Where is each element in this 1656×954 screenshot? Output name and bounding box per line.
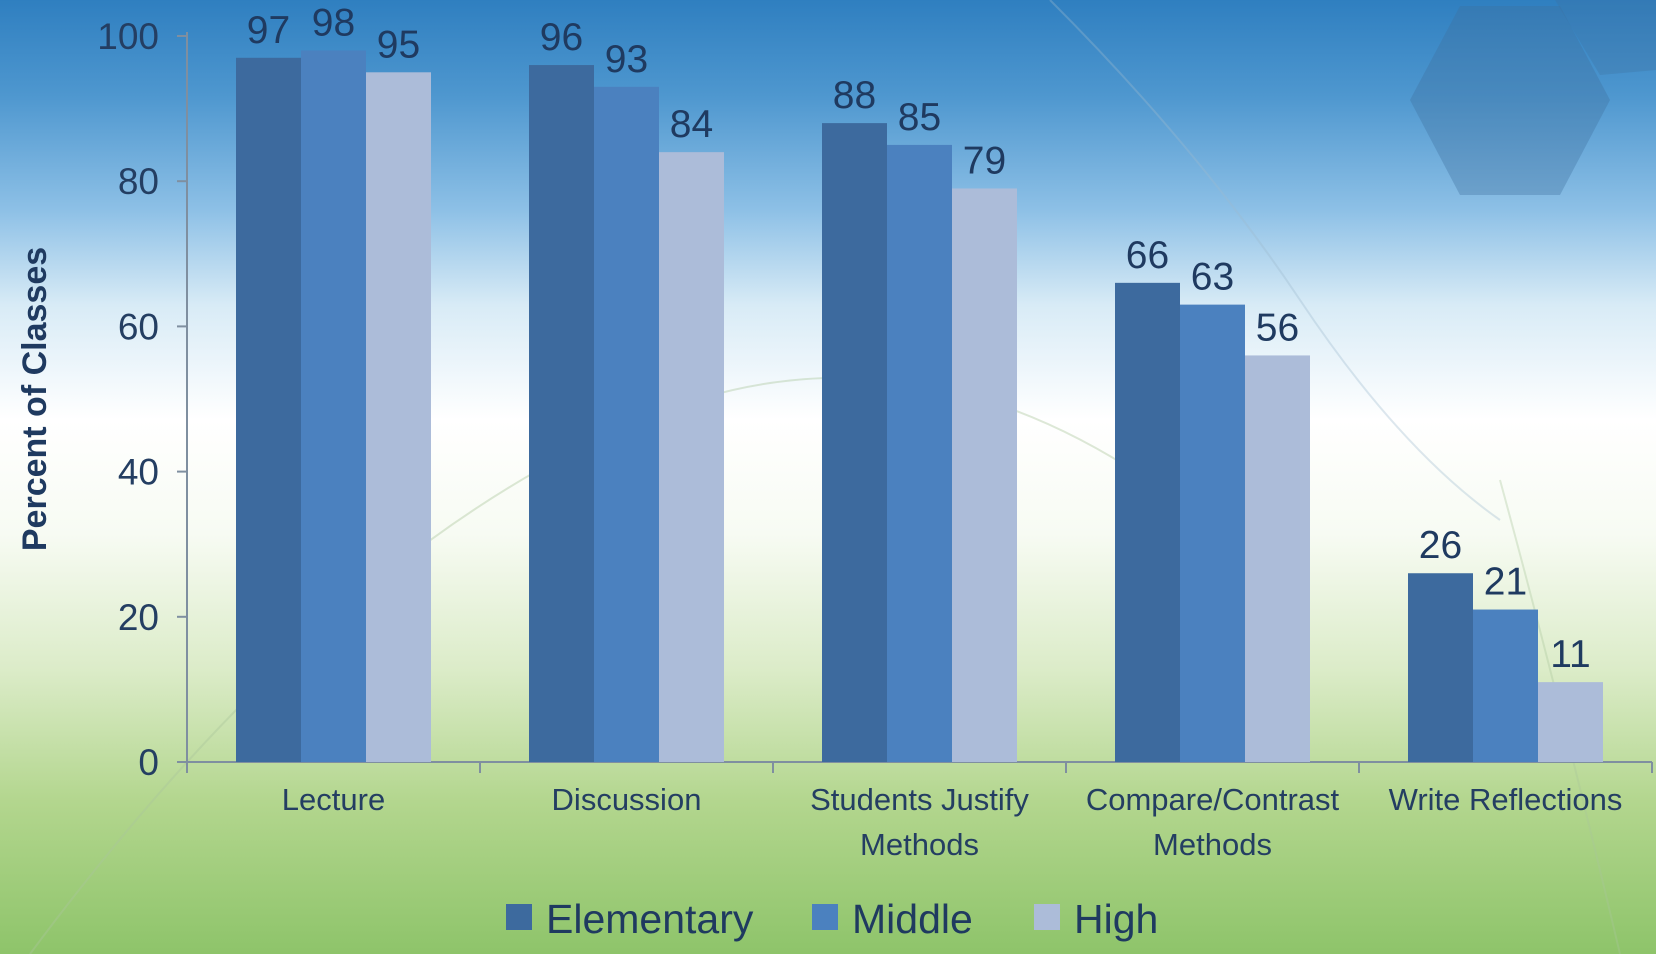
x-tick-label: Discussion (552, 782, 702, 817)
data-label: 84 (670, 103, 713, 146)
x-tick-label: Write Reflections (1389, 782, 1623, 817)
data-labels: 97 98 95 96 93 84 88 85 79 66 63 56 26 21 11 (247, 2, 1591, 677)
bar-middle (301, 50, 366, 762)
legend-swatch (1034, 904, 1060, 930)
data-label: 21 (1484, 561, 1527, 604)
y-axis-title: Percent of Classes (16, 247, 54, 551)
legend: Elementary Middle High (506, 896, 1158, 942)
bar-elementary (529, 65, 594, 763)
x-tick-label-line: Students Justify (810, 782, 1029, 817)
data-label: 96 (540, 16, 583, 59)
x-tick-label-line: Methods (860, 827, 979, 862)
bar-elementary (1408, 573, 1473, 762)
y-tick-label: 100 (97, 16, 159, 57)
x-tick-label-line: Lecture (282, 782, 385, 817)
x-tick-label-line: Compare/Contrast (1086, 782, 1340, 817)
decor-hexagon-edge (1555, 0, 1656, 75)
bars (236, 50, 1603, 763)
data-label: 79 (963, 139, 1006, 182)
data-label: 98 (312, 2, 355, 45)
bar-middle (1473, 609, 1538, 762)
x-tick-label-line: Methods (1153, 827, 1272, 862)
bar-elementary (1115, 282, 1180, 762)
data-label: 56 (1256, 306, 1299, 349)
bar-middle (1180, 304, 1245, 762)
data-label: 95 (377, 23, 420, 66)
bar-high (659, 152, 724, 762)
y-tick-label: 80 (118, 161, 159, 202)
data-label: 97 (247, 9, 290, 52)
data-label: 11 (1550, 633, 1591, 676)
axes: 0 20 40 60 80 100 Lecture Discussion Students Ju… (16, 16, 1653, 862)
bar-elementary (822, 123, 887, 763)
data-label: 88 (833, 74, 876, 117)
x-tick-label-line: Discussion (552, 782, 702, 817)
data-label: 26 (1419, 524, 1462, 567)
decor-hexagon (1410, 6, 1610, 195)
bar-high (366, 72, 431, 763)
bar-middle (594, 86, 659, 762)
bar-elementary (236, 57, 301, 762)
bar-high (1245, 355, 1310, 762)
x-tick-label: Students Justify Methods (810, 782, 1029, 862)
y-tick-label: 0 (138, 742, 159, 783)
data-label: 63 (1191, 256, 1234, 299)
legend-swatch (812, 904, 838, 930)
y-tick-label: 20 (118, 597, 159, 638)
bar-middle (887, 144, 952, 762)
legend-label: High (1074, 896, 1158, 942)
x-tick-label: Lecture (282, 782, 385, 817)
legend-label: Middle (852, 896, 973, 942)
bar-high (1538, 682, 1603, 762)
x-tick-label-line: Write Reflections (1389, 782, 1623, 817)
decor-curve (1049, 0, 1501, 521)
legend-swatch (506, 904, 532, 930)
bar-high (952, 188, 1017, 762)
data-label: 66 (1126, 234, 1169, 277)
legend-label: Elementary (546, 896, 754, 942)
x-tick-label: Compare/Contrast Methods (1086, 782, 1340, 862)
y-tick-label: 60 (118, 306, 159, 347)
y-tick-label: 40 (118, 452, 159, 493)
data-label: 93 (605, 38, 648, 81)
data-label: 85 (898, 96, 941, 139)
